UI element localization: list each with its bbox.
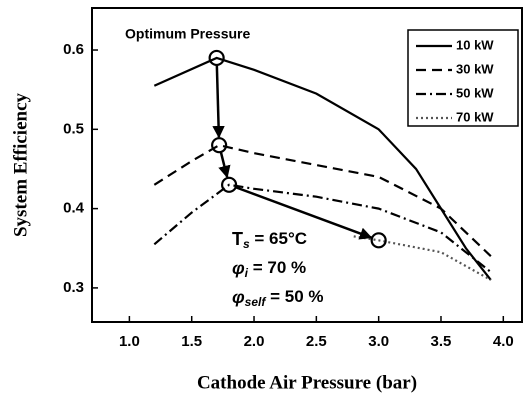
annotation-subscript: self — [245, 295, 267, 309]
series-line — [153, 144, 492, 257]
annotation: φi = 70 % — [232, 258, 306, 280]
legend-label: 30 kW — [456, 61, 494, 76]
arrow — [235, 186, 373, 240]
annotation-subscript: s — [243, 237, 250, 251]
arrow — [212, 64, 225, 139]
y-tick-label: 0.5 — [63, 120, 84, 137]
x-tick-label: 1.0 — [119, 333, 140, 350]
series-line — [353, 235, 492, 281]
plot-frame — [91, 7, 523, 323]
x-axis-title: Cathode Air Pressure (bar) — [197, 372, 417, 393]
x-tick-label: 3.0 — [368, 333, 389, 350]
legend-label: 70 kW — [456, 109, 494, 124]
series-line — [153, 183, 492, 273]
optimum-point — [221, 176, 238, 193]
annotation-subscript: i — [245, 266, 249, 280]
optimum-point — [370, 232, 387, 249]
x-tick-label: 3.5 — [431, 333, 452, 350]
y-tick-label: 0.3 — [63, 279, 84, 296]
annotation: φself = 50 % — [232, 287, 323, 309]
annotation-symbol: T — [232, 229, 243, 249]
annotation: Ts = 65°C — [232, 229, 307, 251]
legend-label: 50 kW — [456, 85, 494, 100]
x-tick-label: 2.0 — [244, 333, 265, 350]
annotation-text: = 50 % — [265, 287, 323, 306]
arrow — [218, 151, 231, 179]
optimum-point — [208, 49, 225, 67]
x-tick-label: 1.5 — [181, 333, 202, 350]
legend-label: 10 kW — [456, 37, 494, 52]
x-tick-label: 2.5 — [306, 333, 327, 350]
series-line — [153, 56, 492, 281]
x-tick-label: 4.0 — [493, 333, 514, 350]
y-tick-label: 0.4 — [63, 200, 85, 217]
annotation-text: = 65°C — [250, 229, 307, 248]
annotation-symbol: φ — [232, 287, 245, 307]
y-tick-label: 0.6 — [63, 41, 84, 58]
annotation-symbol: φ — [232, 258, 245, 278]
y-axis-title: System Efficiency — [10, 92, 31, 237]
annotation-text: = 70 % — [248, 258, 306, 277]
optimum-point — [211, 137, 228, 154]
optimum-label: Optimum Pressure — [125, 26, 250, 42]
legend-box — [407, 29, 519, 127]
